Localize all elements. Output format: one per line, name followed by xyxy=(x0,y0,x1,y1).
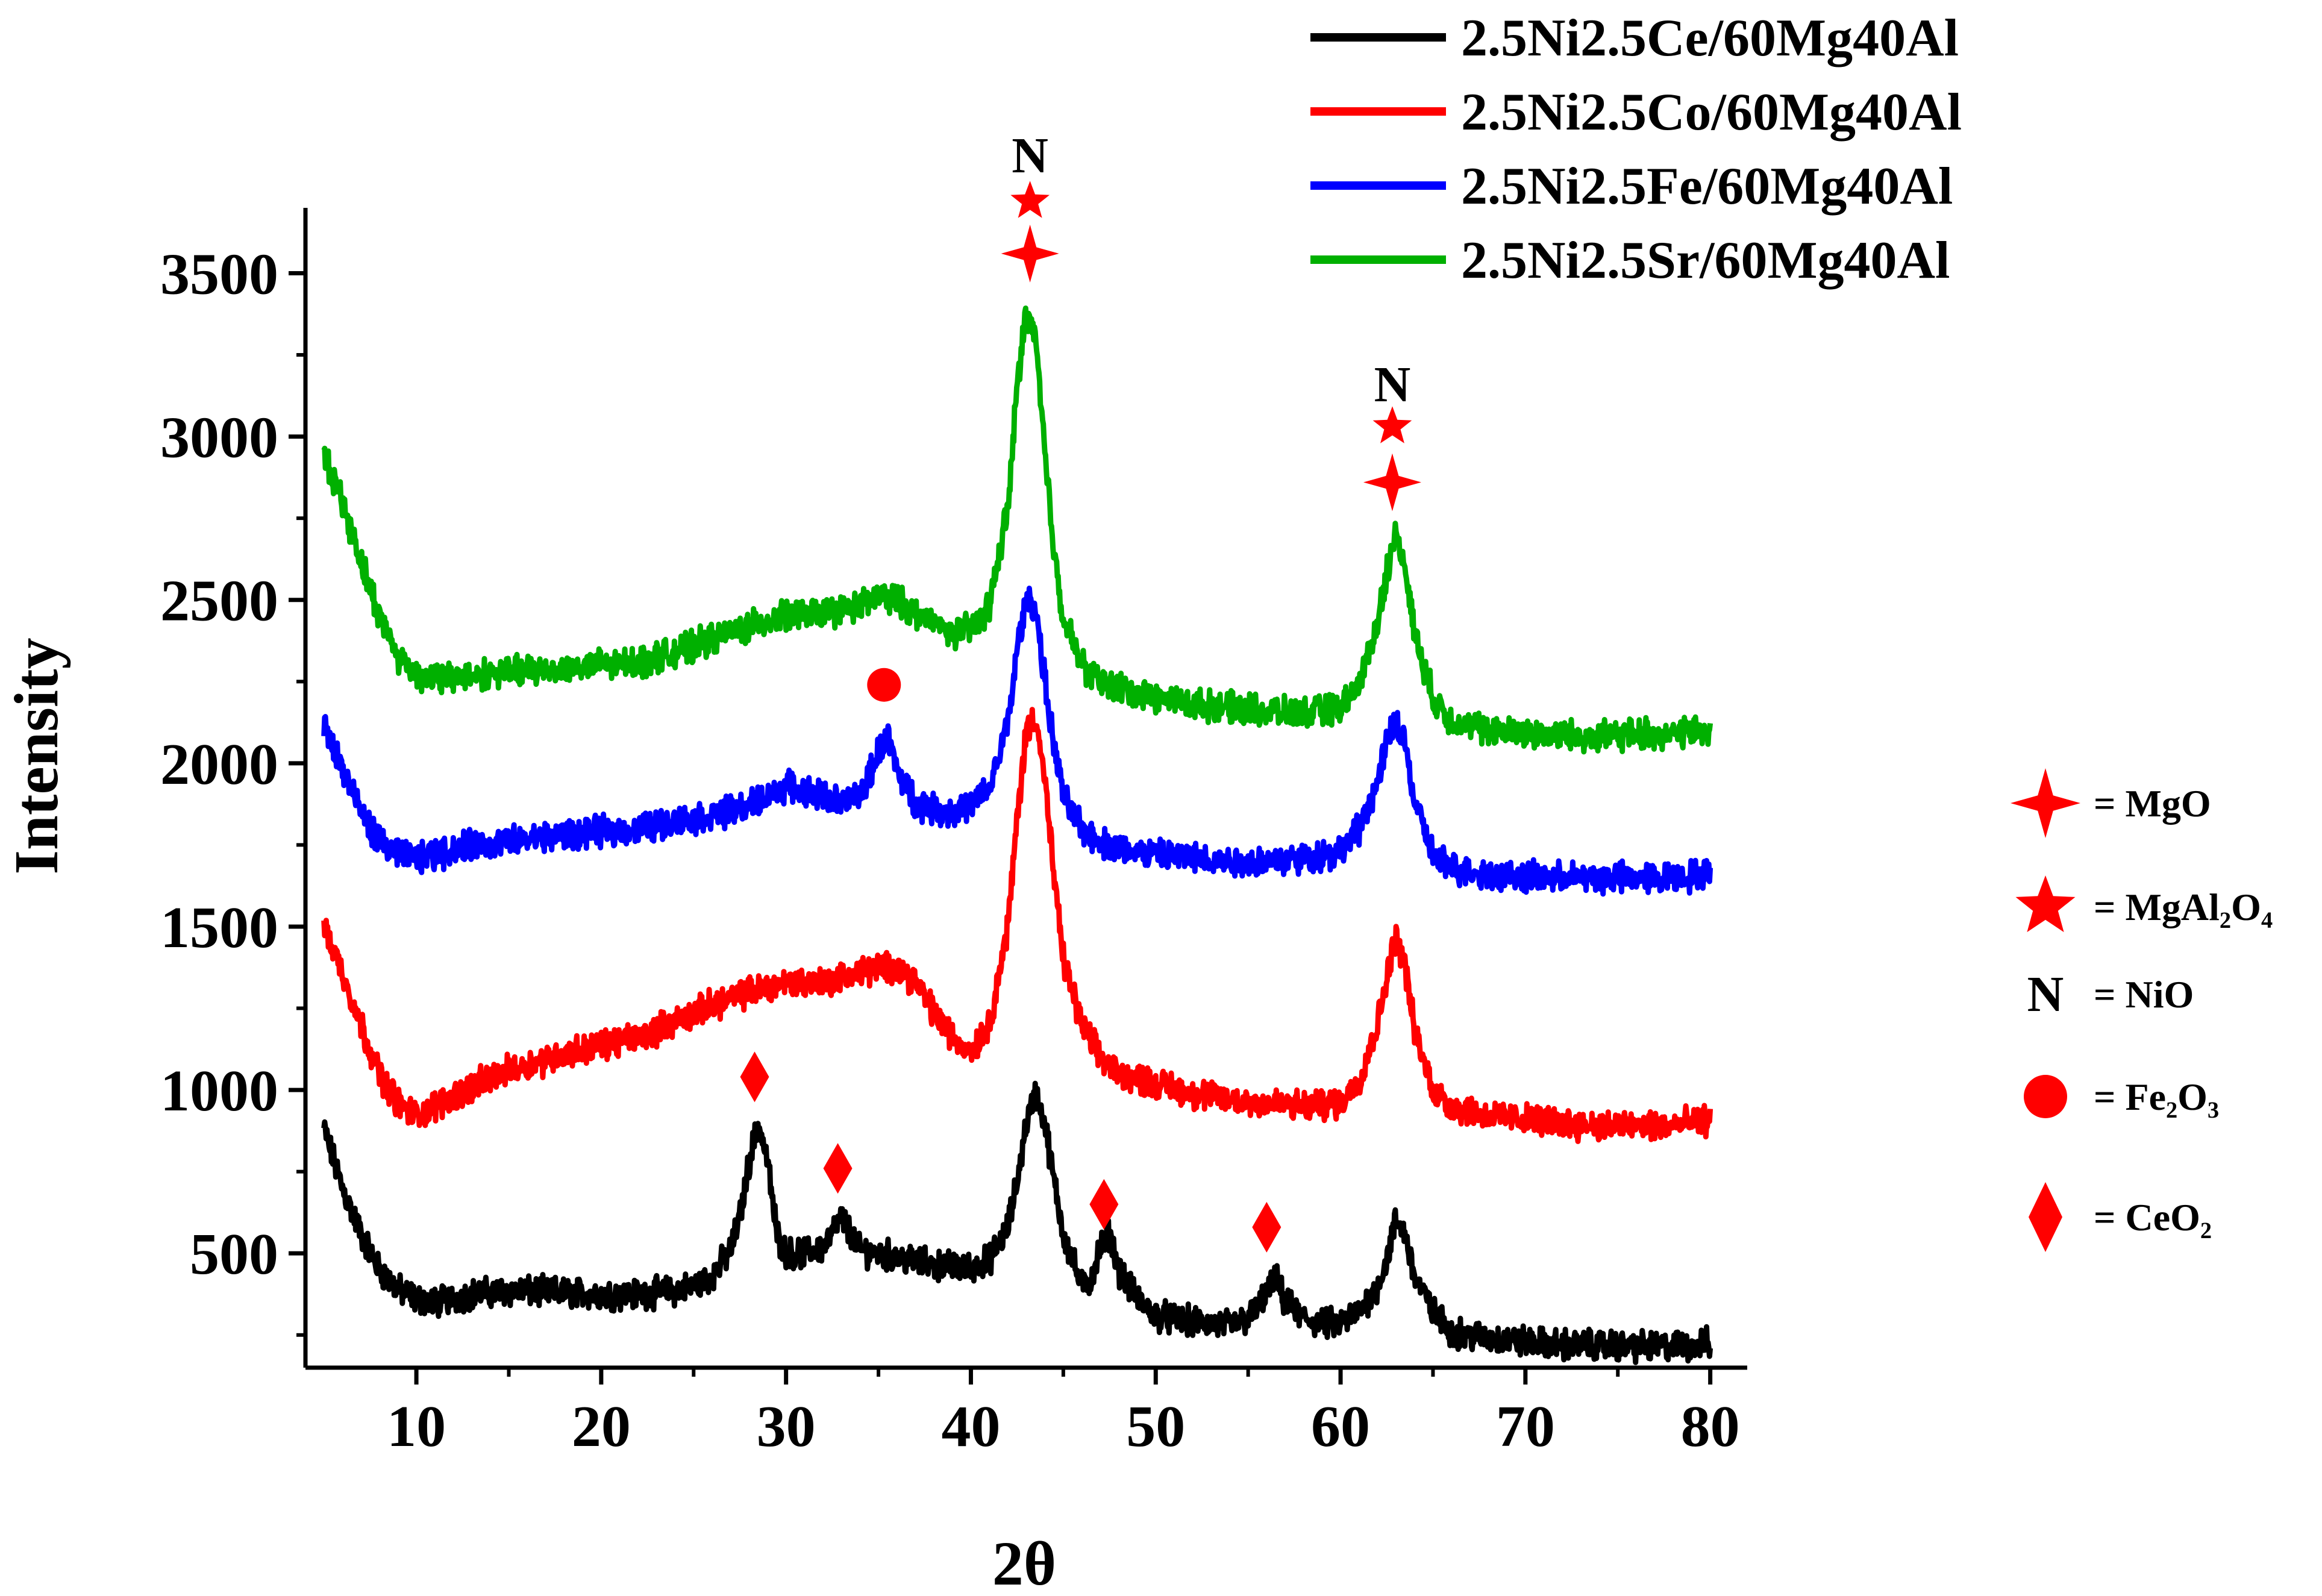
y-tick-label: 500 xyxy=(190,1222,278,1287)
y-tick-label: 3500 xyxy=(160,242,278,307)
series-line-4 xyxy=(321,305,1713,755)
key-label-1: = MgO xyxy=(2094,782,2211,825)
mgo-marker xyxy=(1363,453,1421,512)
legend-label-4: 2.5Ni2.5Sr/60Mg40Al xyxy=(1461,231,1950,290)
x-tick-label: 30 xyxy=(757,1394,816,1459)
nio-marker: N xyxy=(1012,128,1048,184)
x-tick-label: 60 xyxy=(1311,1394,1370,1459)
nio-marker: N xyxy=(1374,357,1411,413)
series-line-1 xyxy=(321,1080,1713,1365)
legend-label-3: 2.5Ni2.5Fe/60Mg40Al xyxy=(1461,157,1953,216)
legend-label-2: 2.5Ni2.5Co/60Mg40Al xyxy=(1461,83,1962,142)
key-label-4: = Fe₂O₃ xyxy=(2094,1075,2219,1118)
key-label-2: = MgAl₂O₄ xyxy=(2094,886,2273,928)
ceo2-marker xyxy=(1252,1201,1281,1253)
axes: 10 20 30 40 50 60 70 80 500 1000 1500 2000 2500 3000 3… xyxy=(160,208,1747,1459)
ceo2-marker xyxy=(1089,1178,1119,1230)
y-tick-label: 1000 xyxy=(160,1059,278,1124)
legend-label-1: 2.5Ni2.5Ce/60Mg40Al xyxy=(1461,9,1959,67)
x-tick-label: 80 xyxy=(1681,1394,1740,1459)
key-label-5: = CeO₂ xyxy=(2094,1196,2212,1239)
x-axis-title: 2θ xyxy=(992,1529,1056,1596)
y-tick-label: 1500 xyxy=(160,895,278,960)
x-tick-label: 40 xyxy=(941,1394,1000,1459)
y-tick-label: 3000 xyxy=(160,405,278,471)
ceo2-marker xyxy=(740,1051,769,1103)
x-tick-label: 70 xyxy=(1496,1394,1555,1459)
mgal2o4-marker xyxy=(1372,406,1412,443)
key-nio-icon: N xyxy=(2027,966,2064,1022)
mgo-marker xyxy=(1001,224,1059,283)
series-line-2 xyxy=(321,707,1713,1144)
key-ceo2-icon xyxy=(2029,1182,2062,1252)
series-layer xyxy=(321,305,1713,1365)
mgal2o4-marker xyxy=(1010,181,1050,218)
x-tick-label: 10 xyxy=(387,1394,446,1459)
legend: 2.5Ni2.5Ce/60Mg40Al 2.5Ni2.5Co/60Mg40Al 2.… xyxy=(1310,9,1962,290)
x-tick-label: 20 xyxy=(572,1394,631,1459)
fe2o3-marker xyxy=(867,668,901,702)
y-tick-label: 2000 xyxy=(160,732,278,797)
x-tick-label: 50 xyxy=(1126,1394,1185,1459)
key-label-3: = NiO xyxy=(2094,973,2194,1016)
ceo2-marker xyxy=(823,1143,853,1194)
series-line-3 xyxy=(321,586,1713,897)
key-fe2o3-icon xyxy=(2024,1075,2067,1118)
key-mgal2o4-icon xyxy=(2015,875,2076,933)
key-mgo-icon xyxy=(2011,768,2080,838)
marker-key: = MgO = MgAl₂O₄ N = NiO = Fe₂O₃ = CeO₂ xyxy=(2011,768,2273,1252)
peak-markers: NN xyxy=(740,128,1421,1253)
y-axis-title: Intensity xyxy=(2,638,71,875)
y-tick-label: 2500 xyxy=(160,569,278,634)
